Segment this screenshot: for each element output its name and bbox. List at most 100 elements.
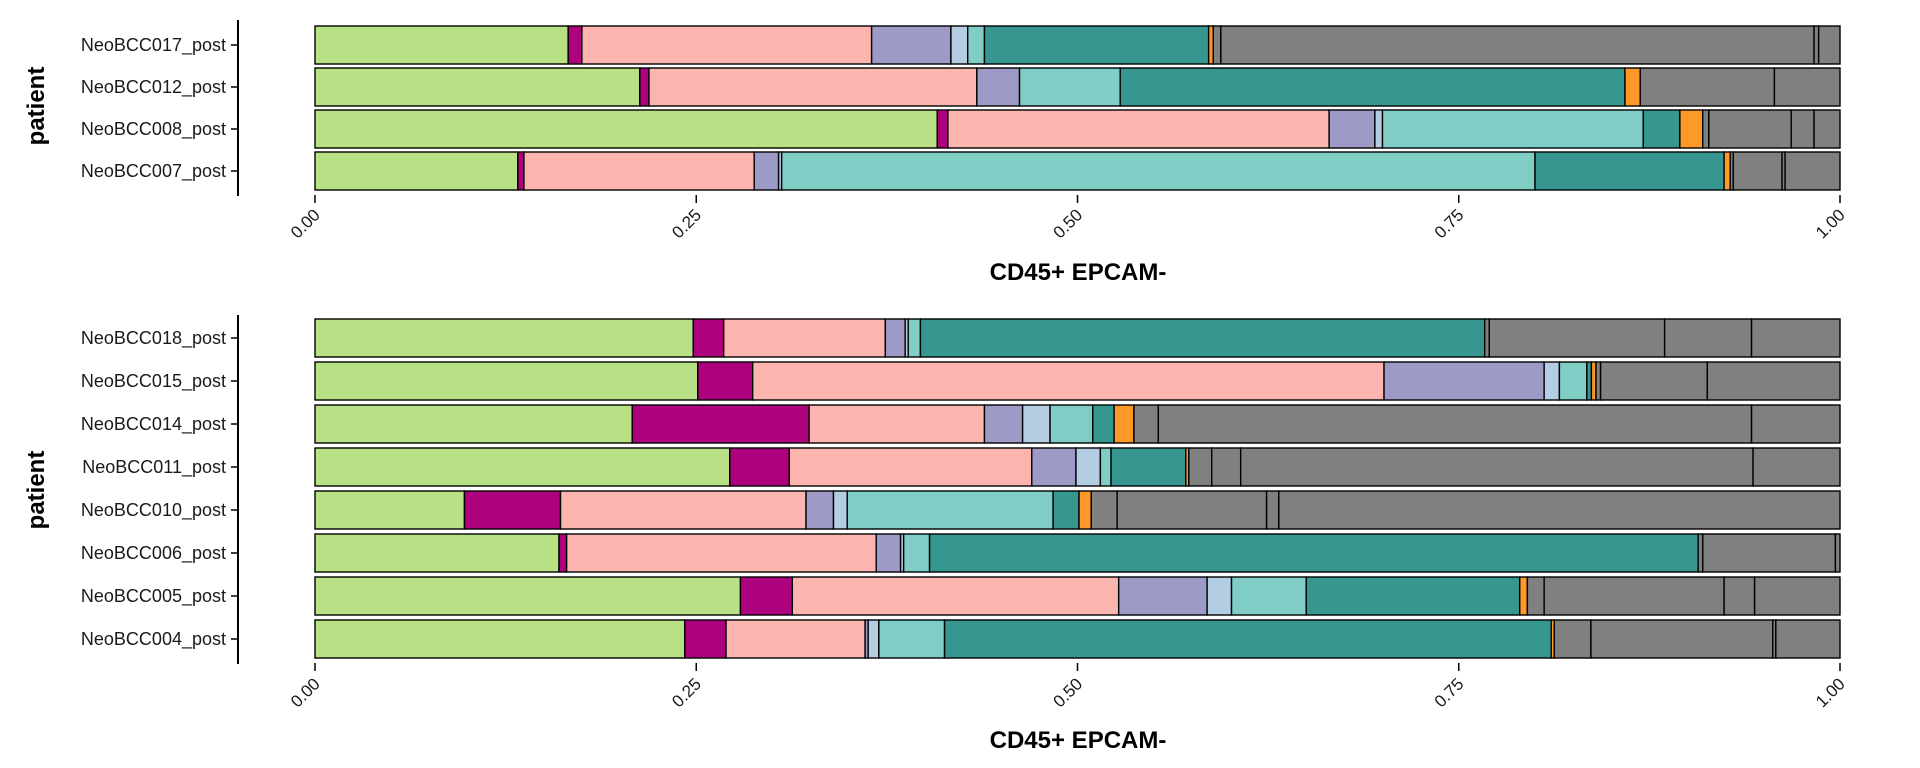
bar-segment xyxy=(1526,576,1545,616)
y-tick-label: NeoBCC018_post xyxy=(81,328,226,349)
y-tick-label: NeoBCC017_post xyxy=(81,35,226,56)
bar-segment xyxy=(788,447,1033,487)
bar-segment xyxy=(1110,447,1187,487)
bar-segment xyxy=(1775,619,1841,659)
bar-segment xyxy=(1834,533,1841,573)
bar-segment xyxy=(1753,576,1841,616)
bar-segment xyxy=(1078,490,1092,530)
bar-segment xyxy=(1230,576,1307,616)
bar-segment xyxy=(1590,619,1774,659)
bar-segment xyxy=(808,404,986,444)
y-tick-label: NeoBCC015_post xyxy=(81,371,226,392)
bar-segment xyxy=(631,404,810,444)
bar-segment xyxy=(1305,576,1521,616)
bar-segment xyxy=(314,533,560,573)
top-panel: patient CD45+ EPCAM- NeoBCC017_postNeoBC… xyxy=(23,20,1849,286)
bar-segment xyxy=(1750,404,1841,444)
y-tick-label: NeoBCC010_post xyxy=(81,500,226,521)
bar-segment xyxy=(943,619,1552,659)
bar-segment xyxy=(878,619,946,659)
bar-segment xyxy=(753,151,780,191)
bar-segment xyxy=(463,490,562,530)
bar-segment xyxy=(1723,151,1731,191)
bar-segment xyxy=(1752,447,1841,487)
x-tick-label: 0.75 xyxy=(1431,205,1468,242)
bar-segment xyxy=(1021,404,1051,444)
bar-segment xyxy=(1488,318,1666,358)
bar-segment xyxy=(1750,318,1841,358)
bar-segment xyxy=(684,619,727,659)
bar-segment xyxy=(1624,67,1641,107)
bar-segment xyxy=(559,490,807,530)
bottom-x-ticks: 0.00 0.25 0.50 0.75 1.00 xyxy=(287,663,1849,711)
x-tick-label: 1.00 xyxy=(1812,205,1849,242)
bar-segment xyxy=(1099,447,1112,487)
bar-segment xyxy=(976,67,1021,107)
bottom-bars xyxy=(314,318,1841,659)
bar-segment xyxy=(314,109,938,149)
x-tick-label: 0.50 xyxy=(1049,205,1086,242)
bar-segment xyxy=(314,361,699,401)
bar-segment xyxy=(907,318,922,358)
bar-segment xyxy=(1679,109,1704,149)
bar-segment xyxy=(567,25,583,65)
bar-segment xyxy=(928,533,1699,573)
x-tick-label: 0.25 xyxy=(668,205,705,242)
bar-segment xyxy=(697,361,754,401)
bar-segment xyxy=(1075,447,1102,487)
bar-segment xyxy=(967,25,986,65)
bar-segment xyxy=(1534,151,1725,191)
y-tick-label: NeoBCC007_post xyxy=(81,161,226,182)
bar-segment xyxy=(1157,404,1753,444)
bar-segment xyxy=(517,151,525,191)
x-tick-label: 0.00 xyxy=(287,205,324,242)
bar-segment xyxy=(1090,490,1118,530)
bar-segment xyxy=(751,361,1385,401)
bottom-x-axis-title: CD45+ EPCAM- xyxy=(990,727,1167,754)
bar-segment xyxy=(1031,447,1077,487)
bar-segment xyxy=(1817,25,1841,65)
bar-segment xyxy=(919,318,1486,358)
top-y-tick-labels: NeoBCC017_post NeoBCC012_post NeoBCC008_po… xyxy=(81,35,238,182)
bottom-y-axis-title: patient xyxy=(23,451,50,530)
y-tick-label: NeoBCC004_post xyxy=(81,629,226,650)
bar-segment xyxy=(1381,109,1644,149)
bar-segment xyxy=(314,619,686,659)
bar-segment xyxy=(983,404,1024,444)
bar-segment xyxy=(1784,151,1841,191)
bar-segment xyxy=(1117,576,1208,616)
bar-segment xyxy=(1119,67,1626,107)
bar-segment xyxy=(1813,109,1841,149)
bar-segment xyxy=(725,619,866,659)
bar-segment xyxy=(314,318,694,358)
bar-segment xyxy=(1212,25,1222,65)
top-y-axis-title: patient xyxy=(23,67,50,146)
bar-segment xyxy=(1113,404,1135,444)
x-tick-label: 0.50 xyxy=(1049,674,1086,711)
top-bars xyxy=(314,25,1841,191)
bar-segment xyxy=(1188,447,1213,487)
bar-segment xyxy=(565,533,877,573)
bar-segment xyxy=(1052,490,1080,530)
bar-segment xyxy=(1702,533,1837,573)
bar-segment xyxy=(805,490,835,530)
bar-segment xyxy=(1543,361,1561,401)
bar-segment xyxy=(1663,318,1753,358)
bar-segment xyxy=(729,447,790,487)
bar-segment xyxy=(558,533,568,573)
bar-segment xyxy=(1543,576,1725,616)
bar-segment xyxy=(639,67,650,107)
bar-segment xyxy=(1723,576,1756,616)
bar-segment xyxy=(947,109,1330,149)
y-tick-label: NeoBCC014_post xyxy=(81,414,226,435)
y-tick-label: NeoBCC006_post xyxy=(81,543,226,564)
bar-segment xyxy=(314,151,519,191)
bar-segment xyxy=(1732,151,1783,191)
y-tick-label: NeoBCC008_post xyxy=(81,119,226,140)
bar-segment xyxy=(936,109,949,149)
bar-segment xyxy=(1328,109,1376,149)
bar-segment xyxy=(884,318,906,358)
bar-segment xyxy=(739,576,794,616)
bar-segment xyxy=(1558,361,1588,401)
top-x-axis-title: CD45+ EPCAM- xyxy=(990,259,1167,286)
